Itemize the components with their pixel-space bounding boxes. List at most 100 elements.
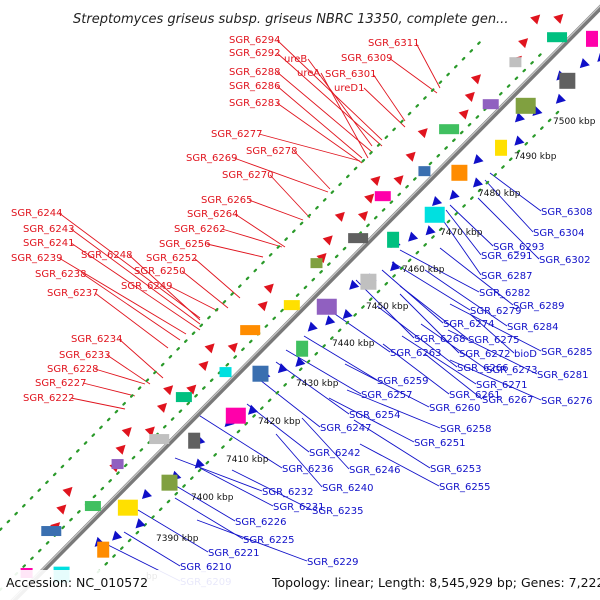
callout-line: [181, 270, 229, 309]
forward-gene-label-sgr-6283[interactable]: SGR_6283: [229, 98, 281, 109]
forward-gene-label-sgr-6227[interactable]: SGR_6227: [35, 378, 87, 389]
reverse-gene-label-sgr-6253[interactable]: SGR_6253: [430, 464, 482, 475]
forward-gene-label-sgr-6233[interactable]: SGR_6233: [59, 350, 111, 361]
reverse-gene-arrow: [141, 489, 152, 500]
reverse-gene-label-sgr-6229[interactable]: SGR_6229: [307, 557, 359, 568]
reverse-gene-label-biod[interactable]: bioD: [514, 349, 537, 360]
forward-gene-label-sgr-6256[interactable]: SGR_6256: [159, 239, 211, 250]
forward-gene-arrow: [144, 426, 155, 437]
reverse-gene-label-sgr-6266[interactable]: SGR_6266: [457, 363, 509, 374]
callout-line: [353, 419, 431, 469]
callout-line: [246, 403, 310, 453]
gene-feature-box: [149, 434, 170, 445]
reverse-gene-label-sgr-6261[interactable]: SGR_6261: [449, 390, 501, 401]
callout-line: [293, 150, 331, 190]
forward-gene-label-sgr-6222[interactable]: SGR_6222: [23, 393, 75, 404]
gene-feature-box: [240, 325, 261, 336]
forward-gene-label-sgr-6262[interactable]: SGR_6262: [174, 224, 226, 235]
reverse-gene-label-sgr-6236[interactable]: SGR_6236: [282, 464, 334, 475]
forward-gene-label-sgr-6311[interactable]: SGR_6311: [368, 38, 420, 49]
reverse-gene-label-sgr-6235[interactable]: SGR_6235: [312, 506, 364, 517]
reverse-gene-label-sgr-6254[interactable]: SGR_6254: [349, 410, 401, 421]
reverse-gene-label-sgr-6272[interactable]: SGR_6272: [459, 349, 511, 360]
forward-gene-label-sgr-6244[interactable]: SGR_6244: [11, 208, 63, 219]
reverse-gene-label-sgr-6246[interactable]: SGR_6246: [349, 465, 401, 476]
forward-gene-label-ured1[interactable]: ureD1: [334, 83, 364, 94]
reverse-gene-label-sgr-6210[interactable]: SGR_6210: [180, 562, 232, 573]
reverse-gene-label-sgr-6275[interactable]: SGR_6275: [468, 335, 520, 346]
reverse-gene-label-sgr-6276[interactable]: SGR_6276: [541, 396, 593, 407]
reverse-gene-label-sgr-6273[interactable]: SGR_6273: [486, 365, 538, 376]
forward-gene-label-sgr-6228[interactable]: SGR_6228: [47, 364, 99, 375]
reverse-gene-label-sgr-6302[interactable]: SGR_6302: [539, 255, 591, 266]
reverse-gene-label-sgr-6291[interactable]: SGR_6291: [481, 251, 533, 262]
forward-gene-arrow: [62, 486, 73, 497]
gene-feature-box: [482, 99, 499, 110]
forward-gene-label-sgr-6265[interactable]: SGR_6265: [201, 195, 253, 206]
reverse-gene-label-sgr-6260[interactable]: SGR_6260: [429, 403, 481, 414]
reverse-gene-label-sgr-6258[interactable]: SGR_6258: [440, 424, 492, 435]
reverse-gene-label-sgr-6267[interactable]: SGR_6267: [482, 395, 534, 406]
reverse-gene-label-sgr-6287[interactable]: SGR_6287: [481, 271, 533, 282]
scale-tick-label: 7470 kbp: [440, 228, 483, 238]
forward-gene-label-sgr-6286[interactable]: SGR_6286: [229, 81, 281, 92]
reverse-gene-label-sgr-6255[interactable]: SGR_6255: [439, 482, 491, 493]
reverse-gene-label-sgr-6259[interactable]: SGR_6259: [377, 376, 429, 387]
forward-gene-label-urea[interactable]: ureA: [297, 68, 320, 79]
reverse-gene-label-sgr-6247[interactable]: SGR_6247: [320, 423, 372, 434]
callout-line: [231, 469, 313, 511]
reverse-gene-label-sgr-6263[interactable]: SGR_6263: [390, 348, 442, 359]
reverse-gene-arrow: [342, 308, 353, 320]
callout-line: [382, 343, 450, 395]
forward-gene-label-sgr-6288[interactable]: SGR_6288: [229, 67, 281, 78]
callout-line: [346, 389, 441, 429]
forward-gene-label-sgr-6292[interactable]: SGR_6292: [229, 48, 281, 59]
reverse-gene-label-sgr-6289[interactable]: SGR_6289: [513, 301, 565, 312]
forward-gene-label-ureb[interactable]: ureB: [284, 54, 307, 65]
forward-gene-label-sgr-6309[interactable]: SGR_6309: [341, 53, 393, 64]
reverse-gene-label-sgr-6226[interactable]: SGR_6226: [235, 517, 287, 528]
forward-gene-label-sgr-6243[interactable]: SGR_6243: [23, 224, 75, 235]
forward-gene-label-sgr-6294[interactable]: SGR_6294: [229, 35, 281, 46]
reverse-gene-label-sgr-6240[interactable]: SGR_6240: [322, 483, 374, 494]
reverse-gene-label-sgr-6285[interactable]: SGR_6285: [541, 347, 593, 358]
reverse-gene-label-sgr-6231[interactable]: SGR_6231: [273, 502, 325, 513]
forward-gene-arrow: [393, 175, 404, 186]
forward-gene-label-sgr-6237[interactable]: SGR_6237: [47, 288, 99, 299]
scale-tick-label: 7400 kbp: [191, 493, 234, 503]
forward-gene-label-sgr-6269[interactable]: SGR_6269: [186, 153, 238, 164]
reverse-gene-label-sgr-6279[interactable]: SGR_6279: [470, 306, 522, 317]
reverse-gene-label-sgr-6221[interactable]: SGR_6221: [208, 548, 260, 559]
forward-gene-label-sgr-6234[interactable]: SGR_6234: [71, 334, 123, 345]
reverse-gene-label-sgr-6304[interactable]: SGR_6304: [533, 228, 585, 239]
forward-gene-label-sgr-6239[interactable]: SGR_6239: [11, 253, 63, 264]
forward-gene-label-sgr-6277[interactable]: SGR_6277: [211, 129, 263, 140]
reverse-gene-label-sgr-6293[interactable]: SGR_6293: [493, 242, 545, 253]
reverse-gene-label-sgr-6282[interactable]: SGR_6282: [479, 288, 531, 299]
reverse-gene-label-sgr-6308[interactable]: SGR_6308: [541, 207, 593, 218]
forward-gene-label-sgr-6250[interactable]: SGR_6250: [134, 266, 186, 277]
reverse-gene-label-sgr-6268[interactable]: SGR_6268: [414, 334, 466, 345]
reverse-gene-label-sgr-6281[interactable]: SGR_6281: [537, 370, 589, 381]
reverse-gene-label-sgr-6284[interactable]: SGR_6284: [507, 322, 559, 333]
reverse-gene-label-sgr-6251[interactable]: SGR_6251: [414, 438, 466, 449]
reverse-gene-arrow: [349, 279, 360, 290]
callout-line: [447, 329, 538, 375]
forward-gene-label-sgr-6252[interactable]: SGR_6252: [146, 253, 198, 264]
forward-gene-label-sgr-6278[interactable]: SGR_6278: [246, 146, 298, 157]
reverse-gene-label-sgr-6242[interactable]: SGR_6242: [309, 448, 361, 459]
forward-gene-label-sgr-6270[interactable]: SGR_6270: [222, 170, 274, 181]
forward-gene-arrow: [156, 402, 167, 413]
forward-gene-label-sgr-6264[interactable]: SGR_6264: [187, 209, 239, 220]
forward-gene-label-sgr-6301[interactable]: SGR_6301: [325, 69, 377, 80]
reverse-gene-label-sgr-6225[interactable]: SGR_6225: [243, 535, 295, 546]
forward-gene-label-sgr-6249[interactable]: SGR_6249: [121, 281, 173, 292]
forward-gene-label-sgr-6238[interactable]: SGR_6238: [35, 269, 87, 280]
forward-gene-label-sgr-6241[interactable]: SGR_6241: [23, 238, 75, 249]
reverse-gene-label-sgr-6271[interactable]: SGR_6271: [476, 380, 528, 391]
reverse-gene-label-sgr-6274[interactable]: SGR_6274: [443, 319, 495, 330]
forward-gene-label-sgr-6248[interactable]: SGR_6248: [81, 250, 133, 261]
reverse-gene-label-sgr-6257[interactable]: SGR_6257: [361, 390, 413, 401]
reverse-gene-label-sgr-6232[interactable]: SGR_6232: [262, 487, 314, 498]
